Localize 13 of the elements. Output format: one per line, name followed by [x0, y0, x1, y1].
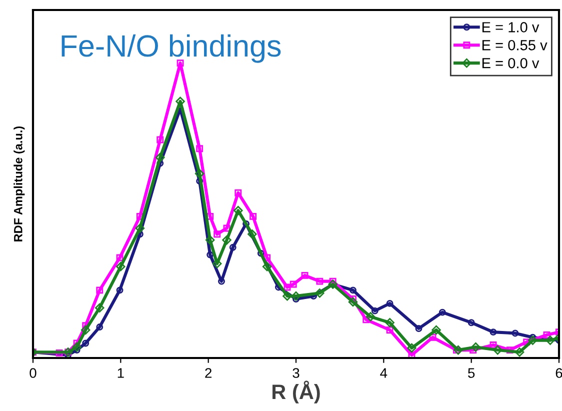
x-tick-label: 6 [556, 368, 562, 378]
x-tick-label: 1 [118, 368, 124, 378]
x-tick-label: 0 [30, 368, 36, 378]
y-axis-title: RDF Amplitude (a.u.) [14, 126, 25, 242]
x-tick-label: 3 [292, 368, 300, 378]
x-tick-label: 5 [468, 368, 475, 378]
legend-label: E = 1.0 v [482, 22, 540, 32]
legend-label: E = 0.55 v [482, 40, 548, 50]
x-tick-label: 2 [205, 368, 212, 378]
x-axis-title: R (Å) [272, 380, 320, 404]
x-tick-label: 4 [380, 368, 388, 378]
legend-label: E = 0.0 v [482, 58, 540, 68]
chart-title: Fe-N/O bindings [62, 34, 281, 63]
